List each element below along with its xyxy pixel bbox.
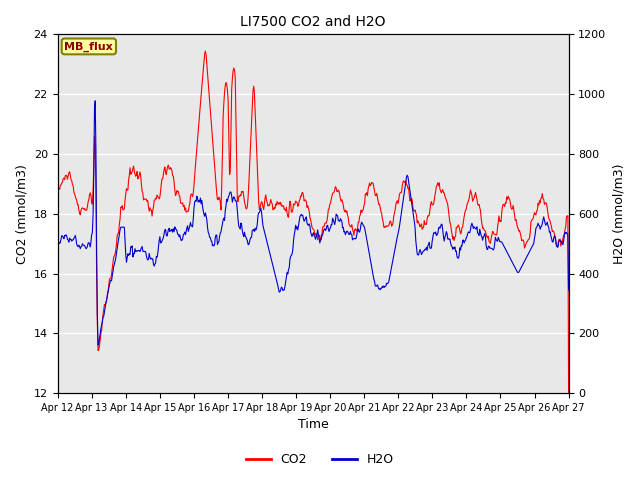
- Line: CO2: CO2: [58, 51, 568, 393]
- CO2: [195, 127, 202, 133]
- H2O: [196, 199, 204, 205]
- Title: LI7500 CO2 and H2O: LI7500 CO2 and H2O: [240, 15, 386, 29]
- H2O: [54, 287, 61, 292]
- H2O: [376, 287, 384, 293]
- X-axis label: Time: Time: [298, 419, 328, 432]
- Line: H2O: H2O: [58, 101, 568, 345]
- CO2: [202, 48, 209, 54]
- CO2: [376, 201, 383, 207]
- H2O: [94, 342, 102, 348]
- CO2: [63, 173, 70, 179]
- CO2: [54, 376, 61, 382]
- H2O: [169, 229, 177, 235]
- H2O: [92, 98, 99, 104]
- CO2: [390, 211, 398, 216]
- CO2: [564, 390, 572, 396]
- CO2: [168, 166, 175, 171]
- Text: MB_flux: MB_flux: [65, 41, 113, 51]
- H2O: [63, 233, 70, 239]
- Legend: CO2, H2O: CO2, H2O: [241, 448, 399, 471]
- H2O: [564, 287, 572, 293]
- CO2: [116, 221, 124, 227]
- H2O: [391, 245, 399, 251]
- Y-axis label: H2O (mmol/m3): H2O (mmol/m3): [612, 164, 625, 264]
- H2O: [117, 224, 125, 230]
- Y-axis label: CO2 (mmol/m3): CO2 (mmol/m3): [15, 164, 28, 264]
